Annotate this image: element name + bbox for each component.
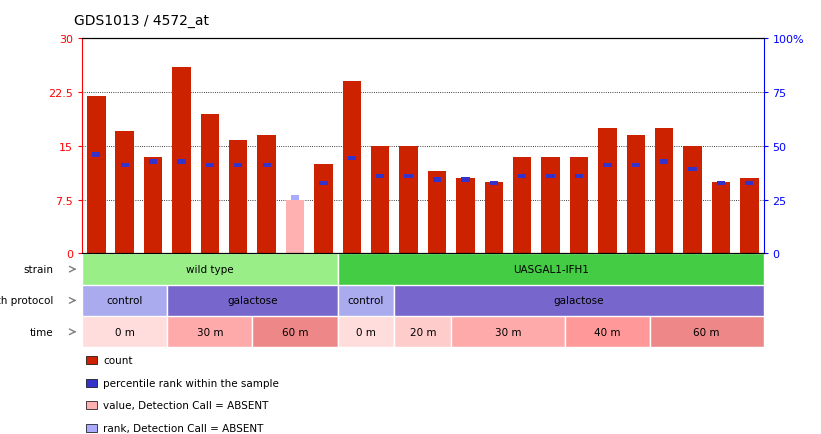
Bar — [631, 164, 640, 168]
Bar — [547, 174, 555, 179]
Bar — [229, 141, 247, 254]
Bar — [319, 181, 328, 186]
Bar — [405, 174, 413, 179]
Bar — [177, 160, 186, 164]
Bar — [452, 316, 565, 348]
Text: 0 m: 0 m — [356, 327, 376, 337]
Bar — [258, 136, 276, 254]
Bar — [712, 182, 730, 254]
Bar — [575, 174, 583, 179]
Bar — [337, 254, 764, 285]
Text: count: count — [103, 355, 133, 365]
Bar — [206, 164, 214, 168]
Bar — [740, 179, 759, 254]
Bar — [650, 316, 764, 348]
Bar — [745, 181, 754, 186]
Bar — [167, 316, 253, 348]
Bar — [484, 182, 503, 254]
Text: 30 m: 30 m — [495, 327, 521, 337]
Text: 30 m: 30 m — [196, 327, 223, 337]
Text: growth protocol: growth protocol — [0, 296, 53, 306]
Text: wild type: wild type — [186, 265, 234, 274]
Bar — [570, 157, 588, 254]
Text: 20 m: 20 m — [410, 327, 436, 337]
Bar — [599, 128, 617, 254]
Bar — [144, 157, 163, 254]
Bar — [660, 160, 668, 164]
Bar — [82, 254, 337, 285]
Bar — [82, 316, 167, 348]
Text: percentile rank within the sample: percentile rank within the sample — [103, 378, 279, 388]
Bar — [683, 146, 702, 254]
Bar — [87, 96, 106, 254]
Bar — [655, 128, 673, 254]
Text: UASGAL1-IFH1: UASGAL1-IFH1 — [512, 265, 589, 274]
Bar — [234, 164, 242, 168]
Text: 60 m: 60 m — [694, 327, 720, 337]
Bar — [394, 285, 764, 316]
Bar — [200, 114, 219, 254]
Text: rank, Detection Call = ABSENT: rank, Detection Call = ABSENT — [103, 423, 264, 433]
Bar — [603, 164, 612, 168]
Text: galactose: galactose — [553, 296, 604, 306]
Text: time: time — [30, 327, 53, 337]
Text: 60 m: 60 m — [282, 327, 309, 337]
Bar — [456, 179, 475, 254]
Bar — [513, 157, 531, 254]
Bar — [149, 160, 158, 164]
Bar — [541, 157, 560, 254]
Bar — [116, 132, 134, 254]
Bar — [688, 167, 697, 171]
Bar — [253, 316, 337, 348]
Bar — [394, 316, 452, 348]
Bar — [291, 196, 299, 200]
Text: strain: strain — [24, 265, 53, 274]
Bar — [626, 136, 645, 254]
Text: control: control — [107, 296, 143, 306]
Text: 0 m: 0 m — [115, 327, 135, 337]
Bar — [263, 164, 271, 168]
Text: control: control — [348, 296, 384, 306]
Bar — [342, 82, 361, 254]
Bar — [314, 164, 333, 254]
Bar — [92, 153, 100, 157]
Bar — [399, 146, 418, 254]
Text: galactose: galactose — [227, 296, 277, 306]
Bar — [347, 157, 356, 161]
Bar — [489, 181, 498, 186]
Bar — [518, 174, 526, 179]
Text: GDS1013 / 4572_at: GDS1013 / 4572_at — [74, 14, 209, 28]
Bar — [337, 316, 394, 348]
Bar — [717, 181, 725, 186]
Bar — [565, 316, 650, 348]
Bar — [461, 178, 470, 182]
Bar — [121, 164, 129, 168]
Bar — [286, 200, 305, 254]
Bar — [428, 171, 447, 254]
Bar — [337, 285, 394, 316]
Bar — [167, 285, 337, 316]
Text: value, Detection Call = ABSENT: value, Detection Call = ABSENT — [103, 401, 268, 410]
Bar — [82, 285, 167, 316]
Bar — [371, 146, 389, 254]
Text: 40 m: 40 m — [594, 327, 621, 337]
Bar — [376, 174, 384, 179]
Bar — [433, 178, 441, 182]
Bar — [172, 68, 190, 254]
